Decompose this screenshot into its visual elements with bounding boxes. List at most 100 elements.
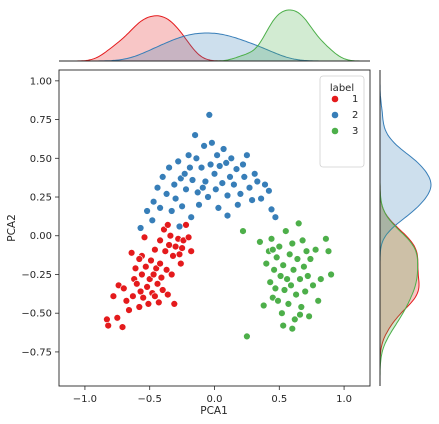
point-label-2 [205, 111, 214, 119]
point-label-1 [151, 292, 159, 300]
point-label-1 [135, 303, 144, 311]
point-label-3 [302, 247, 311, 255]
point-label-3 [271, 284, 280, 293]
y-tick-label: −0.75 [21, 347, 52, 358]
x-axis-ticks: −1.0 −0.5 0.0 0.5 1.0 [73, 386, 352, 405]
point-label-1 [147, 256, 155, 265]
point-label-2 [222, 159, 230, 167]
point-label-1 [187, 247, 195, 255]
point-label-2 [223, 211, 232, 220]
point-label-3 [269, 246, 277, 254]
x-tick-label: 0.0 [207, 394, 223, 405]
y-tick-label: −0.50 [21, 309, 52, 320]
point-label-2 [239, 160, 247, 169]
y-tick-label: 0.00 [30, 231, 52, 242]
point-label-1 [120, 284, 128, 293]
scatter-points [103, 111, 335, 341]
point-label-3 [289, 266, 298, 274]
legend-items: 1 2 3 [331, 94, 358, 137]
point-label-2 [170, 180, 179, 189]
point-label-2 [213, 151, 221, 159]
point-label-3 [275, 242, 283, 251]
point-label-3 [314, 297, 322, 305]
point-label-2 [251, 170, 259, 178]
point-label-3 [306, 255, 315, 263]
point-label-1 [184, 233, 193, 242]
point-label-2 [195, 201, 203, 209]
point-label-3 [292, 290, 300, 299]
point-label-3 [297, 303, 305, 311]
point-label-2 [236, 190, 245, 198]
point-label-2 [227, 154, 236, 163]
point-label-3 [243, 332, 251, 341]
point-label-1 [104, 321, 112, 330]
point-label-3 [305, 312, 313, 320]
y-tick-label: 0.50 [30, 154, 52, 165]
point-label-2 [156, 204, 164, 212]
point-label-2 [218, 179, 227, 187]
point-label-2 [206, 160, 215, 169]
point-label-2 [199, 184, 207, 192]
point-label-3 [256, 238, 264, 246]
point-label-3 [322, 235, 330, 243]
point-label-2 [162, 190, 171, 198]
point-label-2 [261, 180, 269, 189]
legend-label-3: 3 [352, 126, 358, 137]
point-label-1 [113, 314, 122, 322]
point-label-2 [210, 170, 219, 178]
point-label-3 [274, 297, 282, 305]
point-label-3 [327, 270, 335, 279]
point-label-2 [165, 163, 173, 172]
point-label-1 [166, 232, 175, 240]
point-label-2 [214, 204, 223, 212]
point-label-1 [144, 300, 153, 308]
point-label-2 [200, 142, 208, 150]
y-tick-label: 0.25 [30, 193, 52, 204]
point-label-3 [286, 250, 294, 259]
point-label-3 [288, 239, 296, 248]
legend-label-2: 2 [352, 110, 358, 121]
point-label-2 [182, 185, 190, 194]
point-label-3 [280, 286, 289, 294]
point-label-1 [156, 236, 164, 245]
point-label-1 [142, 263, 150, 271]
point-label-2 [187, 213, 195, 221]
point-label-2 [219, 145, 228, 153]
point-label-1 [164, 290, 172, 299]
point-label-1 [164, 221, 172, 229]
point-label-2 [204, 193, 212, 201]
point-label-1 [129, 292, 137, 300]
legend-label-1: 1 [352, 94, 358, 105]
point-label-3 [283, 275, 291, 283]
point-label-3 [309, 281, 317, 289]
point-label-3 [260, 301, 268, 310]
point-label-1 [161, 247, 170, 255]
y-tick-label: 1.00 [30, 76, 52, 87]
y-tick-label: 0.75 [30, 115, 52, 126]
point-label-1 [178, 244, 186, 252]
legend-marker-1 [331, 95, 339, 103]
point-label-2 [253, 177, 261, 186]
x-axis-label: PCA1 [200, 405, 228, 417]
top-marginal-kde [59, 9, 370, 62]
point-label-3 [293, 255, 302, 263]
point-label-1 [168, 270, 176, 279]
point-label-2 [240, 173, 249, 181]
point-label-3 [300, 263, 308, 271]
point-label-1 [131, 264, 140, 272]
point-label-2 [171, 194, 180, 203]
y-axis-label: PCA2 [6, 214, 18, 242]
point-label-2 [257, 194, 265, 203]
point-label-3 [291, 315, 299, 324]
point-label-1 [170, 300, 179, 308]
point-label-3 [324, 247, 333, 255]
point-label-2 [248, 196, 256, 204]
point-label-1 [138, 270, 146, 279]
point-label-1 [140, 233, 149, 242]
point-label-2 [232, 165, 241, 173]
point-label-2 [216, 162, 224, 170]
point-label-1 [151, 246, 159, 254]
point-label-2 [149, 198, 158, 206]
point-label-1 [136, 287, 145, 296]
point-label-1 [157, 273, 166, 282]
